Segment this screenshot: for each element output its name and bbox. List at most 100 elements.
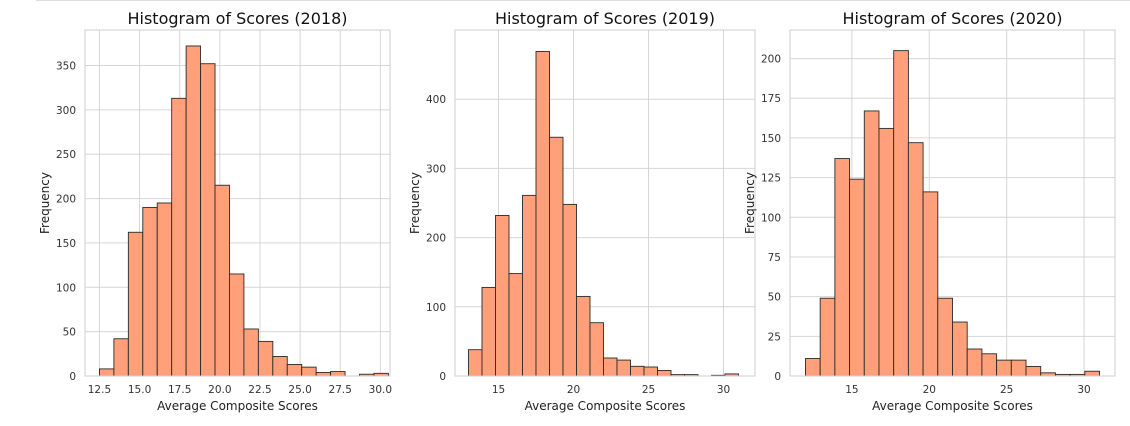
histogram-bar-2018-8 [214, 184, 230, 377]
x-axis-label-2019: Average Composite Scores [525, 399, 686, 413]
histogram-bar-2019-8 [576, 295, 591, 377]
histogram-bar-2018-16 [330, 371, 346, 377]
histogram-bar-2018-13 [286, 364, 303, 377]
chart-title-2019: Histogram of Scores (2019) [495, 9, 715, 28]
histogram-bar-2018-2 [127, 231, 144, 377]
x-tick-label-2019: 30 [717, 384, 730, 396]
histogram-bar-2019-0 [468, 349, 483, 377]
histogram-bar-2019-4 [522, 194, 537, 377]
y-tick-label-2020: 200 [761, 54, 781, 66]
y-tick-label-2020: 0 [774, 371, 781, 383]
x-tick-label-2018: 17.5 [168, 384, 191, 396]
y-tick-label-2019: 400 [426, 94, 446, 106]
histogram-bar-2019-5 [535, 51, 550, 377]
y-tick-label-2018: 200 [56, 194, 76, 206]
y-tick-label-2020: 175 [761, 93, 781, 105]
histogram-bar-2020-15 [1025, 366, 1042, 377]
top-divider [36, 0, 1130, 1]
histogram-bar-2020-14 [1010, 359, 1027, 377]
y-tick-label-2018: 150 [56, 238, 76, 250]
y-tick-label-2018: 350 [56, 60, 76, 72]
histogram-bar-2019-1 [481, 286, 496, 377]
y-tick-label-2020: 125 [761, 173, 781, 185]
y-tick-label-2020: 75 [768, 252, 781, 264]
y-tick-label-2020: 25 [768, 331, 781, 343]
histogram-bar-2020-1 [819, 297, 836, 377]
histogram-bar-2019-14 [657, 370, 672, 377]
plot-frame-2018 [84, 29, 391, 377]
histogram-bar-2018-12 [272, 356, 288, 377]
histogram-bar-2019-7 [562, 203, 577, 377]
x-tick-label-2018: 15.0 [128, 384, 151, 396]
y-tick-label-2019: 100 [426, 302, 446, 314]
histogram-panel-2018: 12.5 15.0 17.5 20.0 22.5 25.0 27.5 30.0 0 50 100 15… [38, 9, 392, 413]
y-tick-label-2018: 50 [63, 327, 76, 339]
x-tick-label-2020: 30 [1077, 384, 1090, 396]
histogram-bar-2019-2 [495, 215, 510, 377]
x-tick-label-2020: 15 [845, 384, 858, 396]
histogram-bar-2020-6 [893, 50, 909, 377]
y-tick-label-2019: 0 [439, 371, 446, 383]
plot-frame-2020 [789, 29, 1116, 377]
histogram-bar-2018-0 [98, 368, 115, 377]
histogram-bar-2018-6 [185, 45, 202, 377]
x-tick-label-2019: 20 [567, 384, 580, 396]
histogram-bar-2019-6 [549, 136, 564, 377]
histogram-bar-2019-10 [603, 357, 618, 377]
chart-title-2020: Histogram of Scores (2020) [842, 9, 1062, 28]
histogram-bar-2019-3 [508, 273, 523, 377]
histogram-bar-2020-0 [805, 358, 821, 377]
x-tick-label-2018: 22.5 [248, 384, 271, 396]
histogram-bar-2018-14 [301, 366, 317, 377]
histogram-bar-2018-9 [229, 273, 245, 377]
y-axis-label-2019: Frequency [408, 172, 422, 234]
histogram-bar-2019-9 [589, 322, 604, 377]
y-tick-label-2018: 250 [56, 149, 76, 161]
histogram-bar-2020-4 [863, 110, 880, 377]
x-tick-label-2020: 25 [1000, 384, 1013, 396]
y-tick-label-2018: 300 [56, 105, 76, 117]
histogram-bar-2019-13 [643, 366, 658, 377]
histogram-bar-2018-11 [257, 340, 274, 377]
y-tick-label-2019: 200 [426, 233, 446, 245]
chart-title-2018: Histogram of Scores (2018) [127, 9, 347, 28]
plot-frame-2019 [454, 29, 756, 377]
y-tick-label-2019: 300 [426, 163, 446, 175]
histogram-bar-2020-12 [981, 353, 998, 377]
histogram-bar-2020-10 [952, 321, 968, 377]
histogram-bar-2019-12 [630, 365, 645, 377]
histogram-bar-2018-10 [243, 328, 259, 377]
histogram-bar-2020-13 [996, 359, 1012, 377]
x-tick-label-2018: 20.0 [208, 384, 231, 396]
x-tick-label-2019: 25 [642, 384, 655, 396]
histogram-bar-2018-4 [156, 202, 173, 377]
histogram-bar-2020-3 [849, 178, 865, 377]
y-axis-label-2020: Frequency [743, 172, 757, 234]
x-tick-label-2018: 25.0 [288, 384, 311, 396]
x-tick-label-2018: 27.5 [329, 384, 352, 396]
histogram-panel-2020: 15 20 25 30 0 25 50 75 100 125 150 175 200 Histogram … [743, 9, 1116, 413]
histogram-bar-2018-5 [171, 97, 187, 377]
x-axis-label-2018: Average Composite Scores [157, 399, 318, 413]
x-tick-label-2018: 12.5 [88, 384, 111, 396]
histogram-bar-2020-11 [966, 348, 983, 377]
histogram-bar-2020-8 [922, 191, 939, 377]
y-tick-label-2018: 100 [56, 282, 76, 294]
y-tick-label-2018: 0 [69, 371, 76, 383]
histogram-bar-2018-7 [200, 63, 216, 377]
histogram-bar-2018-1 [113, 338, 129, 377]
histogram-bar-2020-19 [1084, 370, 1100, 377]
x-axis-label-2020: Average Composite Scores [872, 399, 1033, 413]
histogram-bar-2020-9 [937, 297, 953, 377]
y-tick-label-2020: 150 [761, 133, 781, 145]
x-tick-label-2019: 15 [492, 384, 505, 396]
histogram-bar-2020-7 [907, 142, 924, 377]
histogram-bar-2018-3 [142, 206, 158, 377]
histogram-bar-2020-5 [878, 127, 895, 377]
y-axis-label-2018: Frequency [38, 172, 52, 234]
y-tick-label-2020: 100 [761, 212, 781, 224]
x-tick-label-2018: 30.0 [369, 384, 392, 396]
histogram-bar-2019-11 [616, 359, 631, 377]
